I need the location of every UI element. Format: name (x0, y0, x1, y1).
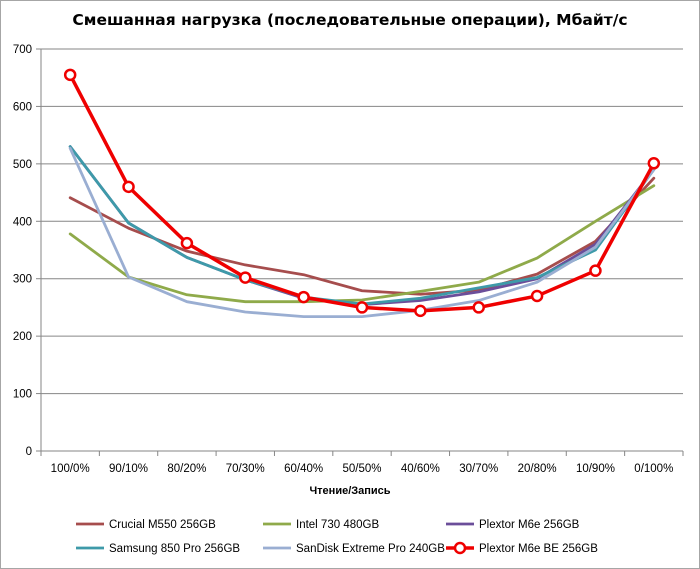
legend-marker (453, 541, 467, 555)
x-axis-ticks: 100/0% 90/10% 80/20% 70/30% 60/40% 50/50% 40/6… (51, 463, 674, 475)
axes (36, 48, 684, 456)
series-point (355, 301, 369, 314)
series-point (122, 180, 135, 194)
legend-item: Plextor M6e BE 256GB (446, 541, 598, 555)
y-tick-label: 700 (13, 44, 32, 56)
series-line-0 (68, 176, 656, 296)
x-tick-label: 10/90% (576, 463, 615, 475)
legend-label: Crucial M550 256GB (109, 519, 216, 531)
legend-label: Intel 730 480GB (296, 519, 379, 531)
y-tick-label: 100 (13, 389, 32, 401)
series-line-2 (68, 145, 656, 306)
legend-item: Samsung 850 Pro 256GB (76, 543, 240, 555)
series-line-1 (68, 184, 656, 304)
x-tick-label: 0/100% (634, 463, 673, 475)
legend-item: Crucial M550 256GB (76, 519, 216, 531)
y-tick-label: 500 (13, 159, 32, 171)
x-tick-label: 100/0% (51, 463, 90, 475)
chart-title: Смешанная нагрузка (последовательные опе… (72, 11, 627, 29)
series-point (647, 157, 661, 170)
legend: Crucial M550 256GB Intel 730 480GB Plextor… (76, 519, 598, 555)
legend-label: SanDisk Extreme Pro 240GB (296, 543, 445, 555)
legend-label: Plextor M6e 256GB (479, 519, 580, 531)
series-point (297, 290, 310, 304)
legend-label: Plextor M6e BE 256GB (479, 543, 598, 555)
legend-item: Intel 730 480GB (263, 519, 379, 531)
x-tick-label: 40/60% (401, 463, 440, 475)
y-tick-label: 200 (13, 331, 32, 343)
legend-label: Samsung 850 Pro 256GB (109, 543, 240, 555)
y-axis-ticks: 0 100 200 300 400 500 600 700 (13, 44, 32, 458)
series-point (180, 236, 194, 250)
x-tick-label: 30/70% (459, 463, 498, 475)
series-lines (63, 68, 661, 319)
series-point (239, 271, 252, 284)
x-tick-label: 50/50% (342, 463, 381, 475)
x-axis-label: Чтение/Запись (309, 485, 390, 497)
series-line-4 (68, 146, 656, 319)
x-tick-label: 80/20% (167, 463, 206, 475)
y-tick-label: 300 (13, 274, 32, 286)
gridlines (41, 48, 683, 395)
series-point (414, 304, 427, 318)
x-tick-label: 90/10% (109, 463, 148, 475)
series-line-3 (68, 145, 656, 306)
series-point (63, 68, 77, 82)
series-line-5 (68, 73, 656, 313)
series-point (530, 289, 544, 303)
x-tick-label: 20/80% (518, 463, 557, 475)
y-tick-label: 0 (26, 446, 32, 458)
legend-item: Plextor M6e 256GB (446, 519, 580, 531)
series-point (589, 264, 602, 277)
y-tick-label: 600 (13, 101, 32, 113)
legend-item: SanDisk Extreme Pro 240GB (263, 543, 445, 555)
y-tick-label: 400 (13, 216, 32, 228)
x-tick-label: 70/30% (226, 463, 265, 475)
x-tick-label: 60/40% (284, 463, 323, 475)
series-point (472, 301, 485, 314)
